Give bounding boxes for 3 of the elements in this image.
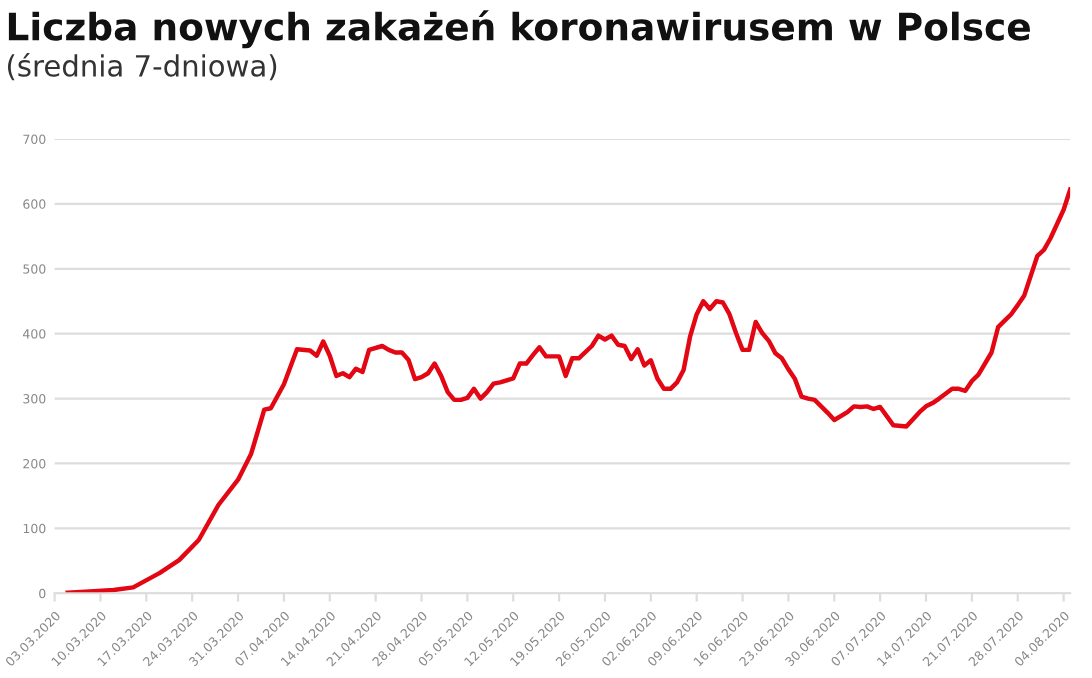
chart-title: Liczba nowych zakażeń koronawirusem w Polsce [8,10,1030,49]
line-series [65,187,1071,594]
chart-subtitle: (średnia 7-dniowa) [7,53,277,81]
